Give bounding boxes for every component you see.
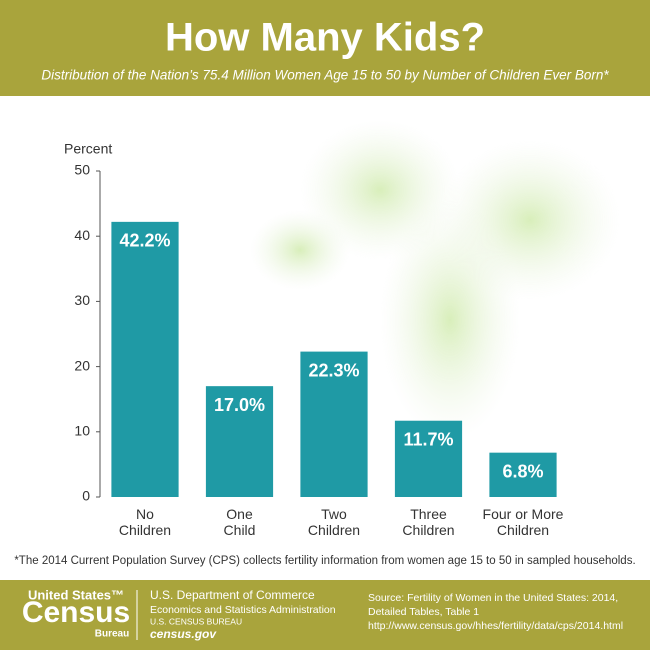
y-axis-label: Percent (64, 141, 112, 157)
logo-bottom: Bureau (95, 629, 129, 640)
footer-bureau: U.S. CENSUS BUREAU (150, 616, 242, 626)
bar (300, 351, 368, 497)
logo-top: United States™ (28, 587, 124, 602)
x-tick-label: No Children (119, 506, 171, 538)
chart-subtitle: Distribution of the Nation’s 75.4 Millio… (41, 68, 609, 83)
y-tick-label: 30 (74, 292, 90, 308)
value-label: 22.3% (308, 360, 359, 380)
source-line: Source: Fertility of Women in the United… (368, 592, 618, 604)
decoration (250, 120, 620, 440)
footer-admin: Economics and Statistics Administration (150, 604, 336, 616)
x-tick-label: One Child (224, 506, 256, 538)
bar (489, 452, 557, 497)
footer-dept: U.S. Department of Commerce (150, 588, 315, 602)
bar (111, 221, 179, 497)
x-tick-label: Two Children (308, 506, 360, 538)
chart-title: How Many Kids? (165, 16, 485, 60)
footer-site: census.gov (150, 627, 217, 641)
footer-band (0, 580, 650, 650)
source-url: http://www.census.gov/hhes/fertility/dat… (368, 620, 623, 632)
footnote: *The 2014 Current Population Survey (CPS… (14, 555, 635, 567)
y-tick-label: 10 (74, 423, 90, 439)
value-label: 17.0% (214, 395, 265, 415)
logo-main: Census (22, 596, 130, 629)
y-tick-label: 20 (74, 357, 90, 373)
source-line: Detailed Tables, Table 1 (368, 606, 479, 618)
y-tick-label: 50 (74, 162, 90, 178)
bar (205, 386, 274, 497)
value-label: 11.7% (403, 429, 453, 449)
x-tick-label: Four or More Children (483, 506, 564, 538)
value-label: 42.2% (119, 231, 170, 251)
y-tick-label: 40 (74, 227, 90, 243)
bar (394, 420, 463, 497)
value-label: 6.8% (502, 461, 543, 481)
y-tick-label: 0 (82, 488, 90, 504)
header-band (0, 0, 650, 96)
x-tick-label: Three Children (402, 506, 454, 538)
